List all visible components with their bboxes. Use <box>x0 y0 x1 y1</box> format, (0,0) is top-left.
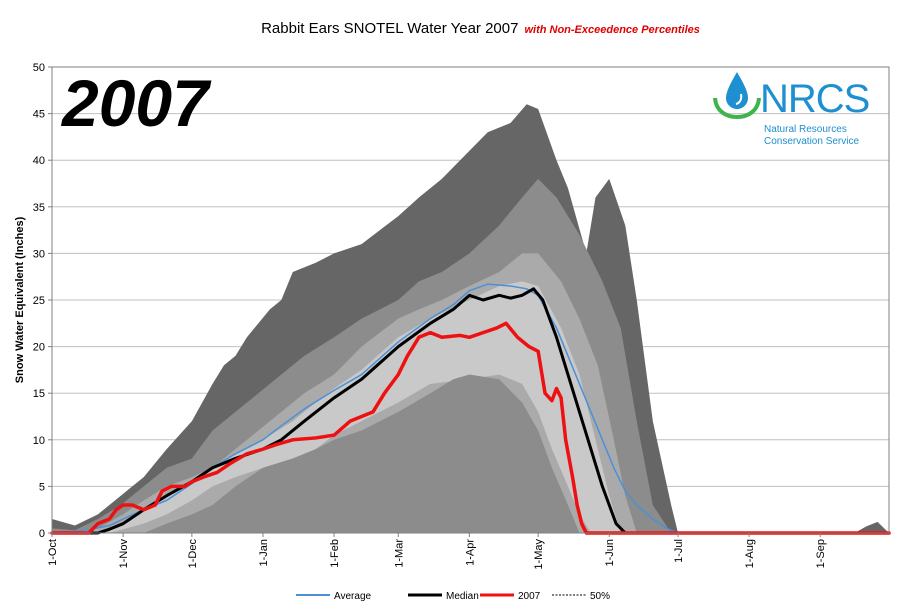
x-tick-label-6: 1-Apr <box>464 539 476 566</box>
legend-label-2: 2007 <box>518 591 541 602</box>
y-tick-label-6: 30 <box>33 248 45 260</box>
percentile-band-3 <box>52 281 889 533</box>
water-drop-icon <box>713 72 761 120</box>
percentile-band-4 <box>52 374 889 533</box>
series-line-2 <box>50 321 891 535</box>
x-tick-label-9: 1-Jul <box>673 539 685 563</box>
legend-label-3: 50% <box>590 591 610 602</box>
logo-line-1: Natural Resources <box>764 124 847 135</box>
y-tick-label-4: 20 <box>33 342 45 354</box>
year-label: 2007 <box>60 66 212 140</box>
y-tick-label-3: 15 <box>33 388 45 400</box>
y-axis-label: Snow Water Equivalent (Inches) <box>14 216 26 383</box>
y-tick-label-1: 5 <box>39 481 45 493</box>
x-tick-label-7: 1-May <box>533 539 545 570</box>
x-tick-label-4: 1-Feb <box>329 539 341 568</box>
percentile-bands <box>52 104 889 533</box>
series-line-0 <box>51 283 890 534</box>
y-tick-label-5: 25 <box>33 295 45 307</box>
y-axis-ticks: 0 5 10 15 20 25 30 35 40 45 50 <box>33 62 52 540</box>
y-tick-label-8: 40 <box>33 155 45 167</box>
x-tick-label-3: 1-Jan <box>258 539 270 567</box>
legend: Average Median 2007 50% <box>296 591 610 602</box>
series-line-1 <box>50 287 891 535</box>
chart-subtitle: with Non-Exceedence Percentiles <box>524 24 699 36</box>
x-tick-label-8: 1-Jun <box>604 539 616 567</box>
logo-line-2: Conservation Service <box>764 136 859 147</box>
x-tick-label-1: 1-Nov <box>118 539 130 569</box>
y-tick-label-7: 35 <box>33 202 45 214</box>
y-tick-label-0: 0 <box>39 528 45 540</box>
logo-name: NRCS <box>760 77 869 121</box>
y-tick-label-10: 50 <box>33 62 45 74</box>
x-tick-label-10: 1-Aug <box>744 539 756 568</box>
x-tick-label-11: 1-Sep <box>815 539 827 568</box>
legend-label-0: Average <box>334 591 372 602</box>
legend-label-1: Median <box>446 591 479 602</box>
x-axis-ticks: 1-Oct 1-Nov 1-Dec 1-Jan 1-Feb 1-Mar 1-Apr 1-May… <box>47 533 827 570</box>
x-tick-label-5: 1-Mar <box>393 539 405 568</box>
chart-title: Rabbit Ears SNOTEL Water Year 2007 <box>261 20 518 37</box>
x-tick-label-0: 1-Oct <box>47 539 59 566</box>
y-tick-label-9: 45 <box>33 109 45 121</box>
nrcs-logo: NRCS Natural Resources Conservation Serv… <box>713 72 870 147</box>
x-tick-label-2: 1-Dec <box>187 539 199 569</box>
y-tick-label-2: 10 <box>33 435 45 447</box>
